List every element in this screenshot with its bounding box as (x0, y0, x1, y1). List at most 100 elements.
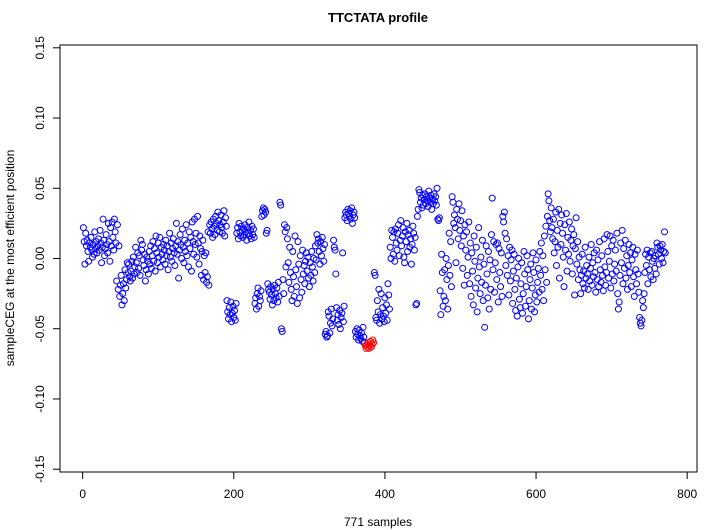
point (348, 204, 356, 212)
point (113, 277, 121, 285)
point (464, 253, 472, 261)
point (483, 270, 491, 278)
point (171, 262, 179, 270)
point (544, 190, 552, 198)
point (178, 255, 186, 262)
point (533, 298, 541, 306)
point (467, 292, 475, 300)
point (172, 219, 180, 227)
point (555, 205, 563, 213)
point (144, 270, 152, 278)
point (285, 278, 293, 286)
point (644, 280, 652, 288)
point (202, 249, 210, 257)
point (152, 232, 160, 240)
point (509, 267, 517, 275)
point (555, 274, 563, 282)
point (515, 295, 523, 303)
point (471, 257, 479, 265)
point (302, 257, 310, 265)
point (376, 319, 384, 327)
point (281, 228, 289, 236)
point (445, 229, 453, 237)
point (553, 226, 561, 234)
point (442, 255, 450, 262)
point (495, 245, 503, 253)
point (486, 256, 494, 264)
point (129, 274, 137, 282)
point (633, 280, 641, 288)
point (407, 260, 415, 268)
point (308, 247, 316, 255)
point (175, 274, 183, 282)
point (82, 229, 90, 237)
point (294, 238, 302, 246)
point (624, 262, 632, 270)
point (279, 276, 287, 284)
point (187, 267, 195, 275)
point (395, 252, 403, 260)
point (568, 270, 576, 278)
point (101, 245, 109, 253)
point (540, 232, 548, 240)
point (284, 259, 292, 267)
point (411, 233, 419, 241)
point (552, 262, 560, 270)
y-tick-label: -0.05 (33, 315, 47, 343)
point (518, 309, 526, 317)
point (435, 214, 443, 222)
point (610, 277, 618, 285)
point (573, 260, 581, 268)
point (472, 243, 480, 251)
point (579, 280, 587, 288)
x-tick-label: 400 (375, 487, 395, 501)
point (633, 246, 641, 254)
point (497, 283, 505, 291)
point (138, 240, 146, 248)
y-axis-label: sampleCEG at the most efficient position (3, 150, 17, 367)
x-tick-label: 600 (526, 487, 546, 501)
point (300, 262, 308, 270)
point (484, 294, 492, 302)
point (289, 247, 297, 255)
point (331, 246, 339, 254)
point (631, 250, 639, 258)
point (493, 276, 501, 284)
point (517, 280, 525, 288)
y-tick-label: 0.05 (33, 176, 47, 200)
point (238, 226, 246, 234)
point (436, 287, 444, 295)
point (431, 197, 439, 205)
point (595, 283, 603, 291)
point (604, 247, 612, 255)
point (313, 231, 321, 239)
point (478, 236, 486, 244)
point (521, 302, 529, 310)
point (562, 210, 570, 218)
point (150, 245, 158, 253)
point (622, 274, 630, 282)
point (498, 292, 506, 300)
point (120, 297, 128, 305)
point (268, 301, 276, 309)
point (547, 204, 555, 212)
point (565, 218, 573, 226)
point (404, 247, 412, 255)
point (203, 273, 211, 281)
x-tick-label: 0 (79, 487, 86, 501)
point (221, 232, 229, 240)
point (303, 267, 311, 275)
point (403, 219, 411, 227)
point (386, 243, 394, 251)
point (602, 281, 610, 289)
point (455, 200, 463, 208)
point (440, 292, 448, 300)
point (614, 305, 622, 313)
point (288, 297, 296, 305)
point (488, 194, 496, 202)
point (195, 260, 203, 268)
point (289, 273, 297, 281)
point (592, 288, 600, 296)
point (385, 305, 393, 313)
point (612, 267, 620, 275)
